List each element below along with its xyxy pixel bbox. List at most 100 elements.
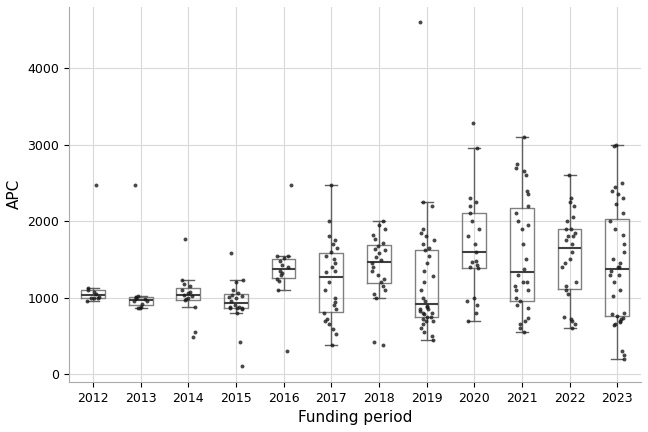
Point bbox=[419, 311, 429, 318]
Point bbox=[378, 342, 388, 349]
Point bbox=[428, 273, 438, 280]
Point bbox=[89, 288, 100, 295]
Point bbox=[183, 294, 193, 301]
Point bbox=[428, 336, 439, 343]
Point bbox=[370, 245, 380, 252]
Point bbox=[428, 237, 439, 244]
Point bbox=[462, 298, 472, 305]
Point bbox=[561, 286, 572, 293]
Point bbox=[472, 261, 483, 268]
Point bbox=[279, 254, 290, 261]
Point bbox=[134, 304, 145, 311]
Point bbox=[427, 202, 437, 209]
Point bbox=[471, 257, 481, 264]
Point bbox=[330, 260, 340, 267]
Point bbox=[132, 295, 142, 302]
Point bbox=[226, 298, 236, 305]
Point bbox=[231, 309, 242, 316]
Point bbox=[421, 313, 432, 320]
Point bbox=[615, 319, 625, 326]
Point bbox=[565, 316, 575, 323]
Point bbox=[373, 271, 383, 278]
Point bbox=[613, 191, 623, 198]
Point bbox=[522, 191, 533, 198]
Point bbox=[128, 298, 139, 305]
Point bbox=[177, 286, 187, 293]
Point bbox=[561, 237, 571, 244]
Point bbox=[607, 256, 618, 263]
Point bbox=[330, 294, 340, 301]
Point bbox=[617, 348, 627, 355]
Point bbox=[619, 352, 629, 359]
Point bbox=[226, 250, 237, 257]
Point bbox=[373, 242, 383, 249]
Point bbox=[131, 294, 141, 301]
Point bbox=[130, 182, 141, 189]
Point bbox=[523, 286, 533, 293]
Point bbox=[330, 306, 341, 313]
Point bbox=[320, 286, 330, 293]
Point bbox=[610, 141, 621, 148]
Point bbox=[465, 210, 475, 217]
Point bbox=[571, 279, 581, 286]
Point bbox=[237, 276, 248, 283]
Point bbox=[227, 291, 238, 298]
Point bbox=[518, 279, 529, 286]
Point bbox=[607, 267, 617, 274]
Point bbox=[570, 321, 580, 328]
Point bbox=[228, 286, 238, 293]
Point bbox=[283, 348, 293, 355]
Point bbox=[610, 320, 620, 327]
Point bbox=[618, 210, 629, 217]
Point bbox=[185, 288, 195, 295]
Point bbox=[273, 286, 284, 293]
Point bbox=[321, 269, 331, 276]
Point bbox=[233, 289, 244, 296]
Point bbox=[237, 304, 247, 311]
Point bbox=[511, 294, 522, 301]
Point bbox=[369, 339, 380, 346]
Point bbox=[470, 241, 480, 248]
Point bbox=[568, 233, 578, 240]
Point bbox=[422, 302, 432, 309]
Point bbox=[463, 317, 473, 324]
Point bbox=[619, 356, 629, 362]
Point bbox=[426, 313, 436, 320]
Point bbox=[379, 275, 389, 282]
Point bbox=[418, 226, 428, 232]
Point bbox=[465, 264, 476, 270]
Point bbox=[416, 286, 426, 293]
Point bbox=[520, 317, 530, 324]
Point bbox=[320, 317, 330, 324]
Point bbox=[283, 264, 294, 270]
Point bbox=[522, 202, 533, 209]
Point bbox=[519, 168, 529, 175]
Point bbox=[237, 363, 248, 370]
Point bbox=[463, 233, 474, 240]
Point bbox=[614, 271, 624, 278]
Point bbox=[426, 309, 437, 316]
Point bbox=[332, 245, 342, 251]
Point bbox=[328, 241, 338, 248]
Point bbox=[512, 160, 522, 167]
Point bbox=[89, 295, 100, 302]
Point bbox=[521, 256, 531, 263]
Point bbox=[515, 321, 525, 328]
Point bbox=[331, 330, 341, 337]
Point bbox=[564, 199, 575, 206]
Point bbox=[609, 143, 619, 149]
Point bbox=[567, 248, 577, 255]
Point bbox=[570, 229, 581, 236]
Point bbox=[615, 317, 625, 324]
Point bbox=[513, 218, 524, 225]
Point bbox=[327, 264, 338, 270]
Point bbox=[327, 342, 337, 349]
Point bbox=[419, 279, 430, 286]
Point bbox=[566, 241, 577, 248]
Point bbox=[559, 313, 569, 320]
Point bbox=[328, 326, 338, 333]
Point bbox=[610, 226, 621, 232]
Point bbox=[518, 241, 528, 248]
Point bbox=[566, 195, 576, 202]
Point bbox=[142, 297, 152, 304]
